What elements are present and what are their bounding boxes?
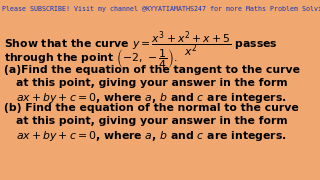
Text: (a)Find the equation of the tangent to the curve: (a)Find the equation of the tangent to t… [4,65,300,75]
Text: Show that the curve $y = \dfrac{x^3+x^2+x+5}{x^2}$ passes: Show that the curve $y = \dfrac{x^3+x^2+… [4,29,278,59]
Text: Thank you! Please SUBSCRIBE! Visit my channel @KYYATIAMATHS247 for more Maths Pr: Thank you! Please SUBSCRIBE! Visit my ch… [0,6,320,12]
Text: $ax + by + c = 0$, where $a$, $b$ and $c$ are integers.: $ax + by + c = 0$, where $a$, $b$ and $c… [16,129,287,143]
Text: (b) Find the equation of the normal to the curve: (b) Find the equation of the normal to t… [4,103,299,113]
Text: at this point, giving your answer in the form: at this point, giving your answer in the… [16,78,288,88]
Text: through the point $\left(-2,\,-\dfrac{1}{4}\right).$: through the point $\left(-2,\,-\dfrac{1}… [4,48,177,71]
Text: $ax + by + c = 0$, where $a$, $b$ and $c$ are integers.: $ax + by + c = 0$, where $a$, $b$ and $c… [16,91,287,105]
Text: at this point, giving your answer in the form: at this point, giving your answer in the… [16,116,288,126]
